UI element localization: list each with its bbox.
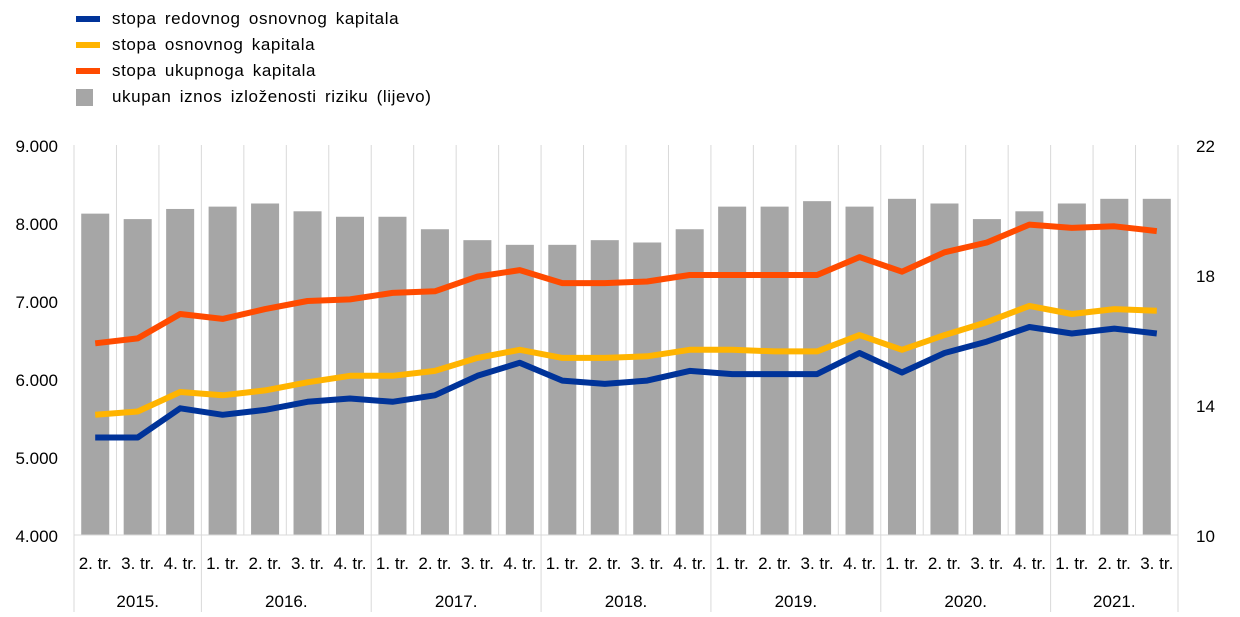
legend-swatch <box>76 42 100 48</box>
bar <box>548 244 577 535</box>
x-tick-label: 2. tr. <box>588 554 621 573</box>
series-line <box>95 324 1158 441</box>
bar <box>760 206 789 535</box>
x-tick-label: 1. tr. <box>716 554 749 573</box>
bar <box>1100 198 1129 535</box>
x-tick-label: 4. tr. <box>673 554 706 573</box>
left-tick-label: 9.000 <box>15 137 58 156</box>
x-tick-label: 1. tr. <box>376 554 409 573</box>
x-tick-label: 3. tr. <box>631 554 664 573</box>
legend-item: stopa osnovnog kapitala <box>76 32 431 58</box>
x-tick-label: 2. tr. <box>249 554 282 573</box>
year-label: 2017. <box>435 592 478 611</box>
legend-swatch <box>76 16 100 22</box>
bar <box>293 211 322 536</box>
legend-label: stopa redovnog osnovnog kapitala <box>112 9 400 28</box>
year-label: 2020. <box>944 592 987 611</box>
legend-label: stopa ukupnoga kapitala <box>112 61 317 80</box>
bar <box>123 219 152 535</box>
x-tick-label: 2. tr. <box>418 554 451 573</box>
bar <box>463 240 492 535</box>
legend: stopa redovnog osnovnog kapitala stopa os… <box>76 6 431 110</box>
legend-item: ukupan iznos izloženosti riziku (lijevo) <box>76 84 431 110</box>
right-tick-label: 18 <box>1196 267 1215 286</box>
x-tick-label: 2. tr. <box>758 554 791 573</box>
left-tick-label: 7.000 <box>15 293 58 312</box>
legend-item: stopa redovnog osnovnog kapitala <box>76 6 431 32</box>
series-line <box>94 221 1158 347</box>
legend-label: stopa osnovnog kapitala <box>112 35 316 54</box>
bar <box>505 244 534 535</box>
bar <box>590 240 619 535</box>
x-tick-label: 1. tr. <box>546 554 579 573</box>
bar <box>1057 203 1086 535</box>
x-tick-label: 3. tr. <box>1140 554 1173 573</box>
x-tick-label: 2. tr. <box>79 554 112 573</box>
bar <box>420 229 449 536</box>
year-label: 2018. <box>605 592 648 611</box>
bar <box>208 206 237 535</box>
x-tick-label: 1. tr. <box>206 554 239 573</box>
x-tick-label: 4. tr. <box>333 554 366 573</box>
bar <box>251 203 280 535</box>
year-label: 2015. <box>116 592 159 611</box>
left-tick-label: 8.000 <box>15 215 58 234</box>
bar <box>972 219 1001 535</box>
x-tick-label: 4. tr. <box>1013 554 1046 573</box>
x-tick-label: 1. tr. <box>885 554 918 573</box>
x-tick-label: 3. tr. <box>970 554 1003 573</box>
year-label: 2016. <box>265 592 308 611</box>
legend-label: ukupan iznos izloženosti riziku (lijevo) <box>112 87 432 106</box>
x-tick-label: 4. tr. <box>503 554 536 573</box>
bar <box>1015 211 1044 536</box>
left-tick-label: 6.000 <box>15 371 58 390</box>
right-tick-label: 14 <box>1196 397 1215 416</box>
bar <box>166 208 195 535</box>
x-tick-label: 3. tr. <box>801 554 834 573</box>
legend-item: stopa ukupnoga kapitala <box>76 58 431 84</box>
left-tick-label: 4.000 <box>15 527 58 546</box>
legend-swatch <box>76 68 100 74</box>
x-tick-label: 1. tr. <box>1055 554 1088 573</box>
x-tick-label: 3. tr. <box>121 554 154 573</box>
x-tick-label: 2. tr. <box>928 554 961 573</box>
x-tick-label: 2. tr. <box>1098 554 1131 573</box>
left-tick-label: 5.000 <box>15 449 58 468</box>
bar <box>633 242 662 535</box>
year-label: 2019. <box>775 592 818 611</box>
bar <box>1142 198 1171 535</box>
x-tick-label: 3. tr. <box>291 554 324 573</box>
year-label: 2021. <box>1093 592 1136 611</box>
bar <box>675 229 704 536</box>
right-tick-label: 22 <box>1196 137 1215 156</box>
x-tick-label: 4. tr. <box>164 554 197 573</box>
series-line <box>94 302 1157 418</box>
x-tick-label: 3. tr. <box>461 554 494 573</box>
bar <box>81 213 110 535</box>
right-tick-label: 10 <box>1196 527 1215 546</box>
x-tick-label: 4. tr. <box>843 554 876 573</box>
legend-swatch <box>76 88 93 106</box>
